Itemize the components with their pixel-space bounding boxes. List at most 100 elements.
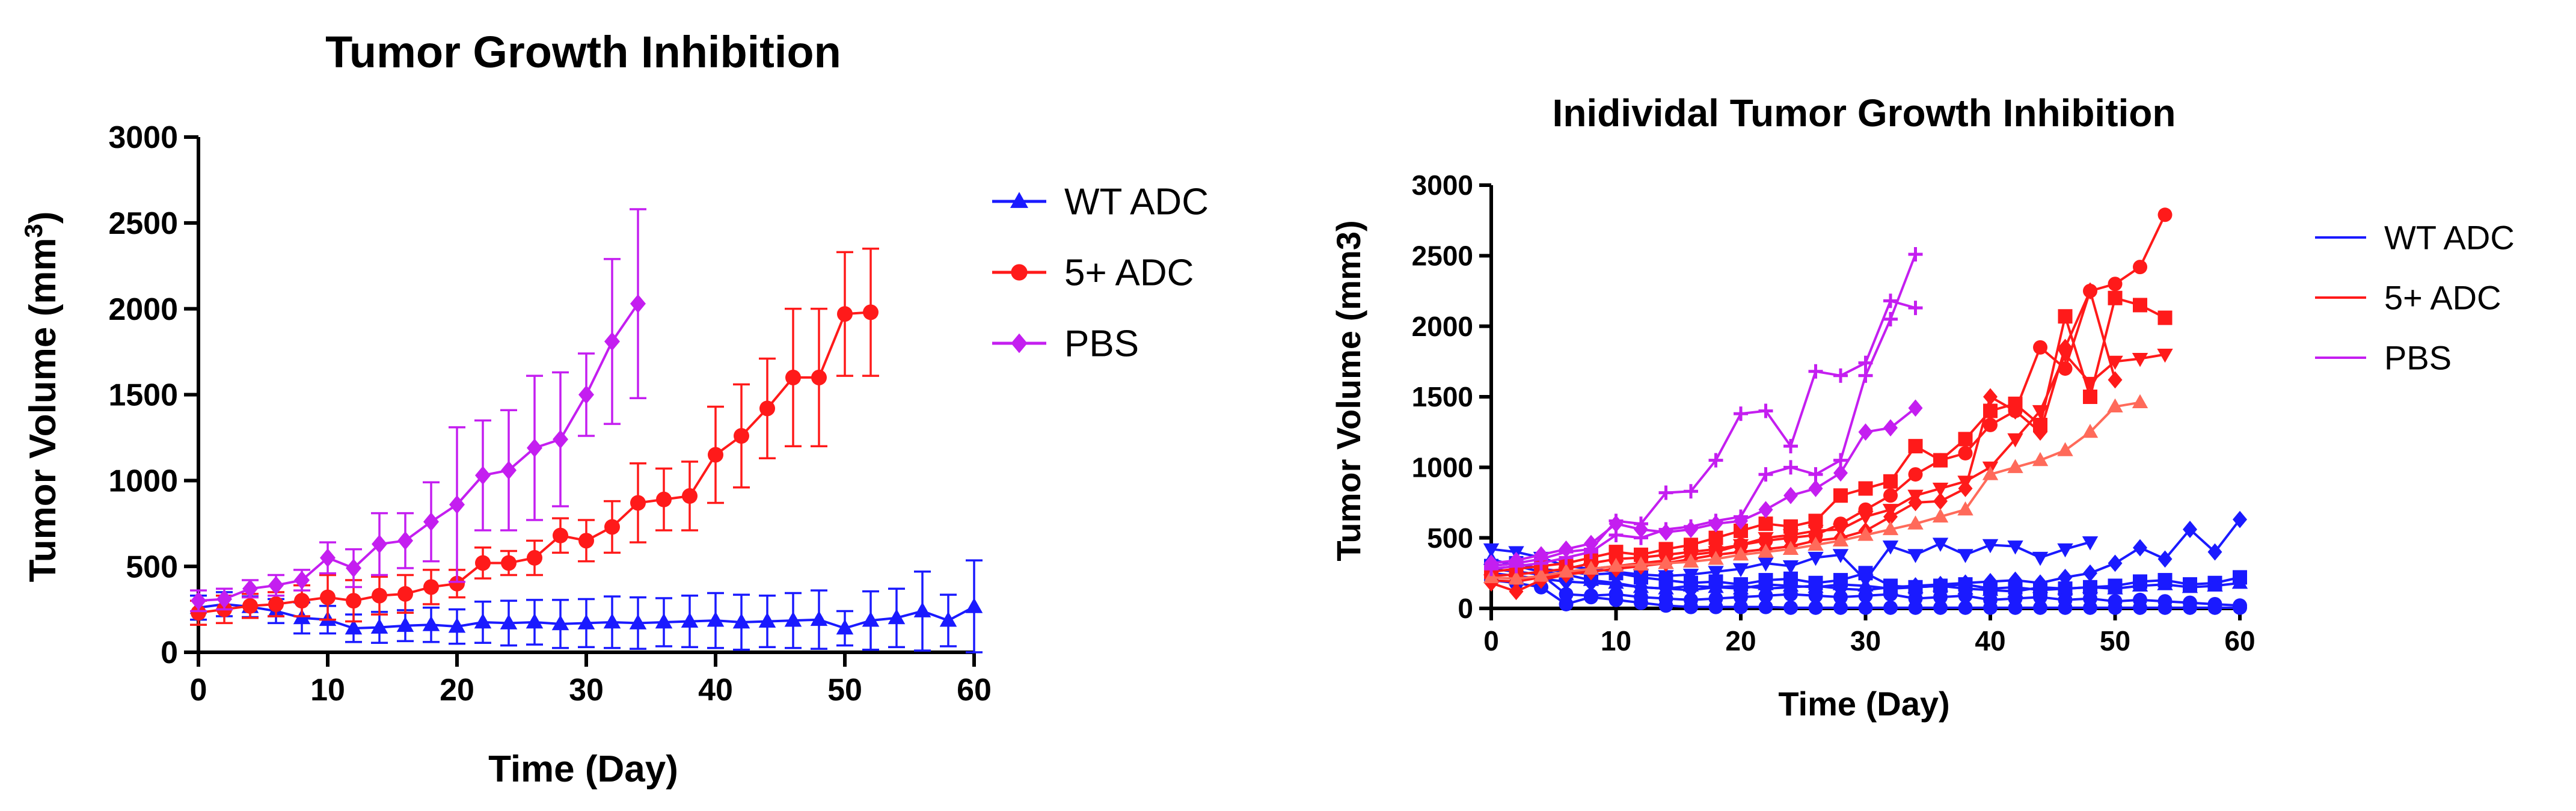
- chart1-data-point: [191, 605, 206, 621]
- chart2-data-point: [2133, 592, 2147, 607]
- chart2-data-point: [1708, 578, 1723, 596]
- chart2-data-point: [2032, 551, 2049, 566]
- chart1-data-point: [501, 555, 517, 571]
- chart2-data-point: [2183, 521, 2197, 538]
- chart1-data-point: [758, 612, 776, 628]
- chart2-data-point: [1508, 570, 1524, 585]
- chart2-data-point: [1933, 492, 1948, 510]
- chart1-title: Tumor Growth Inhibition: [325, 27, 841, 77]
- chart2-data-point: [2083, 564, 2097, 582]
- chart2-data-point: [2108, 290, 2123, 305]
- chart2-data-point: [1758, 403, 1773, 418]
- chart2-data-point: [1533, 568, 1550, 582]
- chart2-data-point: [1658, 570, 1674, 584]
- chart2-data-point: [2132, 394, 2148, 408]
- chart1-axes: 0 500 1000 1500 2000 2500 3000 0 10 20 30 40 50 60: [108, 120, 992, 708]
- chart2-series-line: [1491, 407, 1916, 565]
- chart2-data-point: [2007, 459, 2023, 473]
- chart-tumor-growth-inhibition: Tumor Growth Inhibition Time (Day) Tumor…: [19, 27, 1209, 790]
- chart2-data-point: [1708, 591, 1723, 606]
- chart2-data-point: [2133, 298, 2147, 313]
- chart2-data-point: [1857, 527, 1874, 541]
- chart1-data-point: [449, 495, 465, 514]
- chart2-data-point: [1957, 501, 1973, 516]
- chart1-legend-marker: [1010, 192, 1029, 208]
- chart1-y-tick-label: 0: [161, 635, 178, 670]
- chart2-data-point: [1982, 466, 1999, 480]
- chart2-data-point: [2058, 338, 2073, 357]
- chart2-data-point: [1509, 583, 1524, 601]
- chart2-x-tick-label: 20: [1725, 625, 1756, 656]
- chart2-legend-label: WT ADC: [2384, 219, 2515, 257]
- chart2-data-point: [1658, 591, 1673, 606]
- chart2-data-point: [1908, 399, 1923, 417]
- chart1-data-point: [526, 613, 544, 629]
- chart2-data-point: [1908, 246, 1923, 262]
- chart1-data-point: [837, 306, 853, 322]
- chart2-data-point: [1908, 467, 1923, 482]
- chart2-y-tick-label: 1500: [1412, 381, 1473, 412]
- chart2-legend-entry: PBS: [2315, 339, 2452, 377]
- chart2-data-point: [1958, 432, 1973, 447]
- chart2-data-point: [1758, 532, 1774, 546]
- chart2-data-point: [2108, 554, 2123, 572]
- chart2-data-point: [2233, 598, 2247, 613]
- chart2-data-point: [2058, 568, 2073, 586]
- chart2-y-tick-label: 0: [1458, 593, 1473, 624]
- chart2-data-point: [1559, 540, 1574, 558]
- chart2-data-point: [1883, 508, 1898, 525]
- chart2-data-point: [1758, 557, 1774, 572]
- chart2-data-point: [1559, 596, 1574, 611]
- chart2-data-point: [1908, 494, 1923, 512]
- chart2-data-point: [1832, 549, 1849, 563]
- chart1-data-point: [268, 575, 284, 595]
- chart2-series-6: [1484, 207, 2173, 584]
- chart2-data-point: [2132, 577, 2148, 592]
- chart1-y-tick-label: 1000: [108, 464, 178, 499]
- chart2-data-point: [1858, 423, 1873, 441]
- chart2-data-point: [1857, 510, 1874, 525]
- chart2-data-point: [1658, 555, 1674, 569]
- chart2-data-point: [1833, 488, 1848, 503]
- chart1-data-point: [784, 611, 802, 627]
- chart1-data-point: [708, 447, 723, 463]
- chart2-x-tick-label: 0: [1483, 625, 1499, 656]
- chart2-data-point: [1758, 467, 1773, 482]
- chart2-data-point: [1708, 515, 1723, 533]
- chart1-data-point: [655, 613, 673, 629]
- chart2-data-point: [2057, 580, 2073, 595]
- chart1-data-point: [863, 304, 879, 320]
- chart2-data-point: [1933, 575, 1948, 593]
- chart1-data-point: [630, 495, 646, 511]
- chart2-data-point: [1833, 590, 1848, 605]
- chart1-data-point: [604, 519, 620, 535]
- chart2-series-line: [1491, 214, 2167, 578]
- chart2-data-point: [1684, 521, 1698, 538]
- chart1-data-point: [423, 512, 439, 531]
- chart2-data-point: [1558, 563, 1574, 578]
- chart1-data-point: [578, 385, 594, 405]
- chart2-data-point: [1832, 532, 1849, 546]
- chart1-data-point: [320, 548, 336, 568]
- chart2-data-point: [1708, 453, 1723, 468]
- chart1-data-point: [682, 488, 698, 504]
- chart2-axes: 0 500 1000 1500 2000 2500 3000 0 10 20 30 40 50 60: [1412, 170, 2256, 656]
- chart2-data-point: [2083, 390, 2097, 404]
- chart2-legend-entry: WT ADC: [2315, 219, 2515, 257]
- chart1-legend-marker: [1011, 333, 1028, 353]
- chart2-data-point: [1509, 551, 1524, 569]
- chart2-data-point: [1958, 445, 1973, 461]
- chart2-data-point: [1858, 481, 1873, 496]
- chart2-data-point: [2033, 423, 2047, 441]
- chart2-data-point: [1883, 587, 1898, 602]
- chart2-data-point: [1933, 600, 1948, 615]
- chart2-data-point: [1983, 592, 1998, 607]
- chart2-data-point: [2083, 282, 2097, 300]
- chart1-data-point: [372, 587, 387, 604]
- chart1-data-point: [785, 369, 801, 385]
- chart2-data-point: [1858, 368, 1873, 383]
- chart1-data-point: [527, 549, 542, 566]
- chart2-data-point: [1758, 588, 1773, 603]
- chart1-data-point: [577, 614, 595, 629]
- chart1-data-point: [500, 614, 518, 629]
